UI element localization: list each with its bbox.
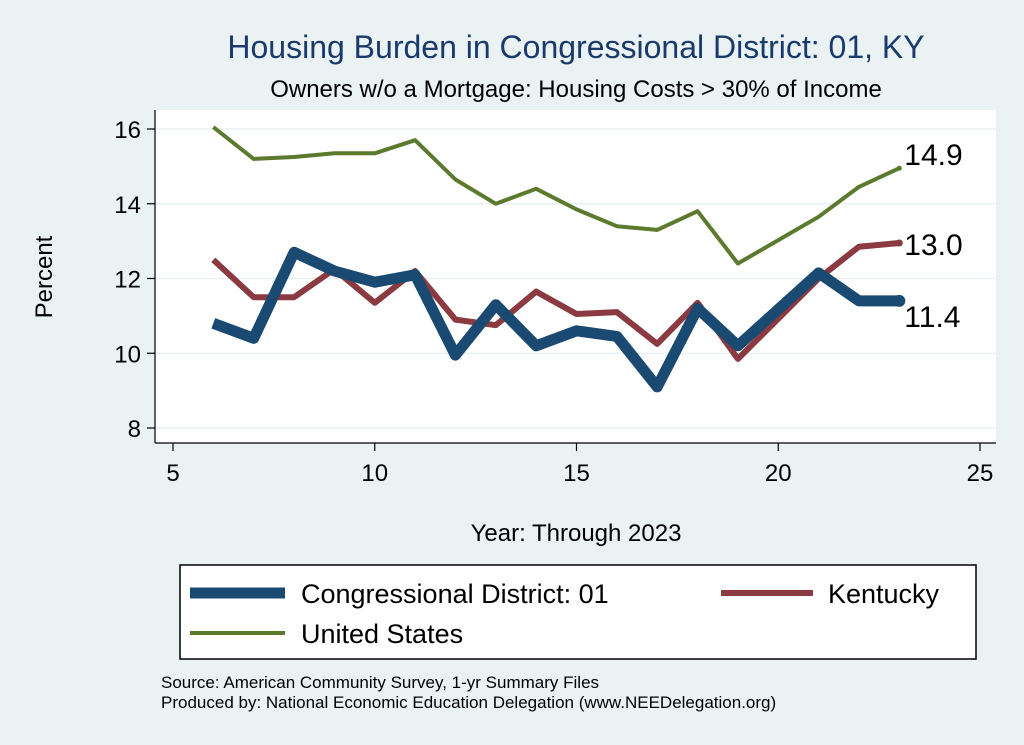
x-tick-label: 5 — [166, 460, 179, 487]
series-lines — [211, 125, 906, 393]
plot-area — [155, 110, 996, 443]
series-endpoint-kentucky — [895, 239, 903, 247]
chart-subtitle: Owners w/o a Mortgage: Housing Costs > 3… — [270, 76, 882, 103]
y-tick-label: 16 — [114, 117, 141, 144]
producer-note: Produced by: National Economic Education… — [161, 693, 776, 712]
gridlines — [155, 128, 996, 429]
x-tick-label: 20 — [765, 460, 792, 487]
y-tick-label: 10 — [114, 341, 141, 368]
series-endpoint-district — [893, 294, 906, 307]
legend-label-kentucky: Kentucky — [828, 579, 940, 609]
series-endpoint-us — [896, 165, 902, 171]
y-axis-title: Percent — [31, 235, 58, 318]
chart-title: Housing Burden in Congressional District… — [227, 29, 924, 65]
legend-label-us: United States — [301, 619, 463, 649]
series-line-us — [212, 125, 901, 266]
y-tick-label: 12 — [114, 267, 141, 294]
end-label-district: 11.4 — [904, 301, 960, 334]
end-labels: 11.4 13.0 14.9 — [904, 139, 962, 334]
series-line-kentucky — [211, 240, 900, 362]
legend: Congressional District: 01 Kentucky Unit… — [179, 564, 977, 660]
legend-box — [179, 564, 977, 660]
x-axis-ticks: 5 10 15 20 25 — [166, 443, 993, 487]
x-tick-label: 15 — [563, 460, 590, 487]
y-axis-ticks: 8 10 12 14 16 — [114, 117, 155, 443]
end-label-us: 14.9 — [904, 139, 962, 172]
legend-label-district: Congressional District: 01 — [301, 579, 609, 609]
y-tick-label: 8 — [128, 416, 141, 443]
end-label-kentucky: 13.0 — [904, 229, 962, 262]
y-tick-label: 14 — [114, 192, 141, 219]
x-axis-title: Year: Through 2023 — [471, 520, 682, 547]
x-tick-label: 10 — [361, 460, 388, 487]
source-note: Source: American Community Survey, 1-yr … — [161, 673, 599, 692]
x-tick-label: 25 — [967, 460, 994, 487]
series-line-district — [211, 246, 900, 393]
